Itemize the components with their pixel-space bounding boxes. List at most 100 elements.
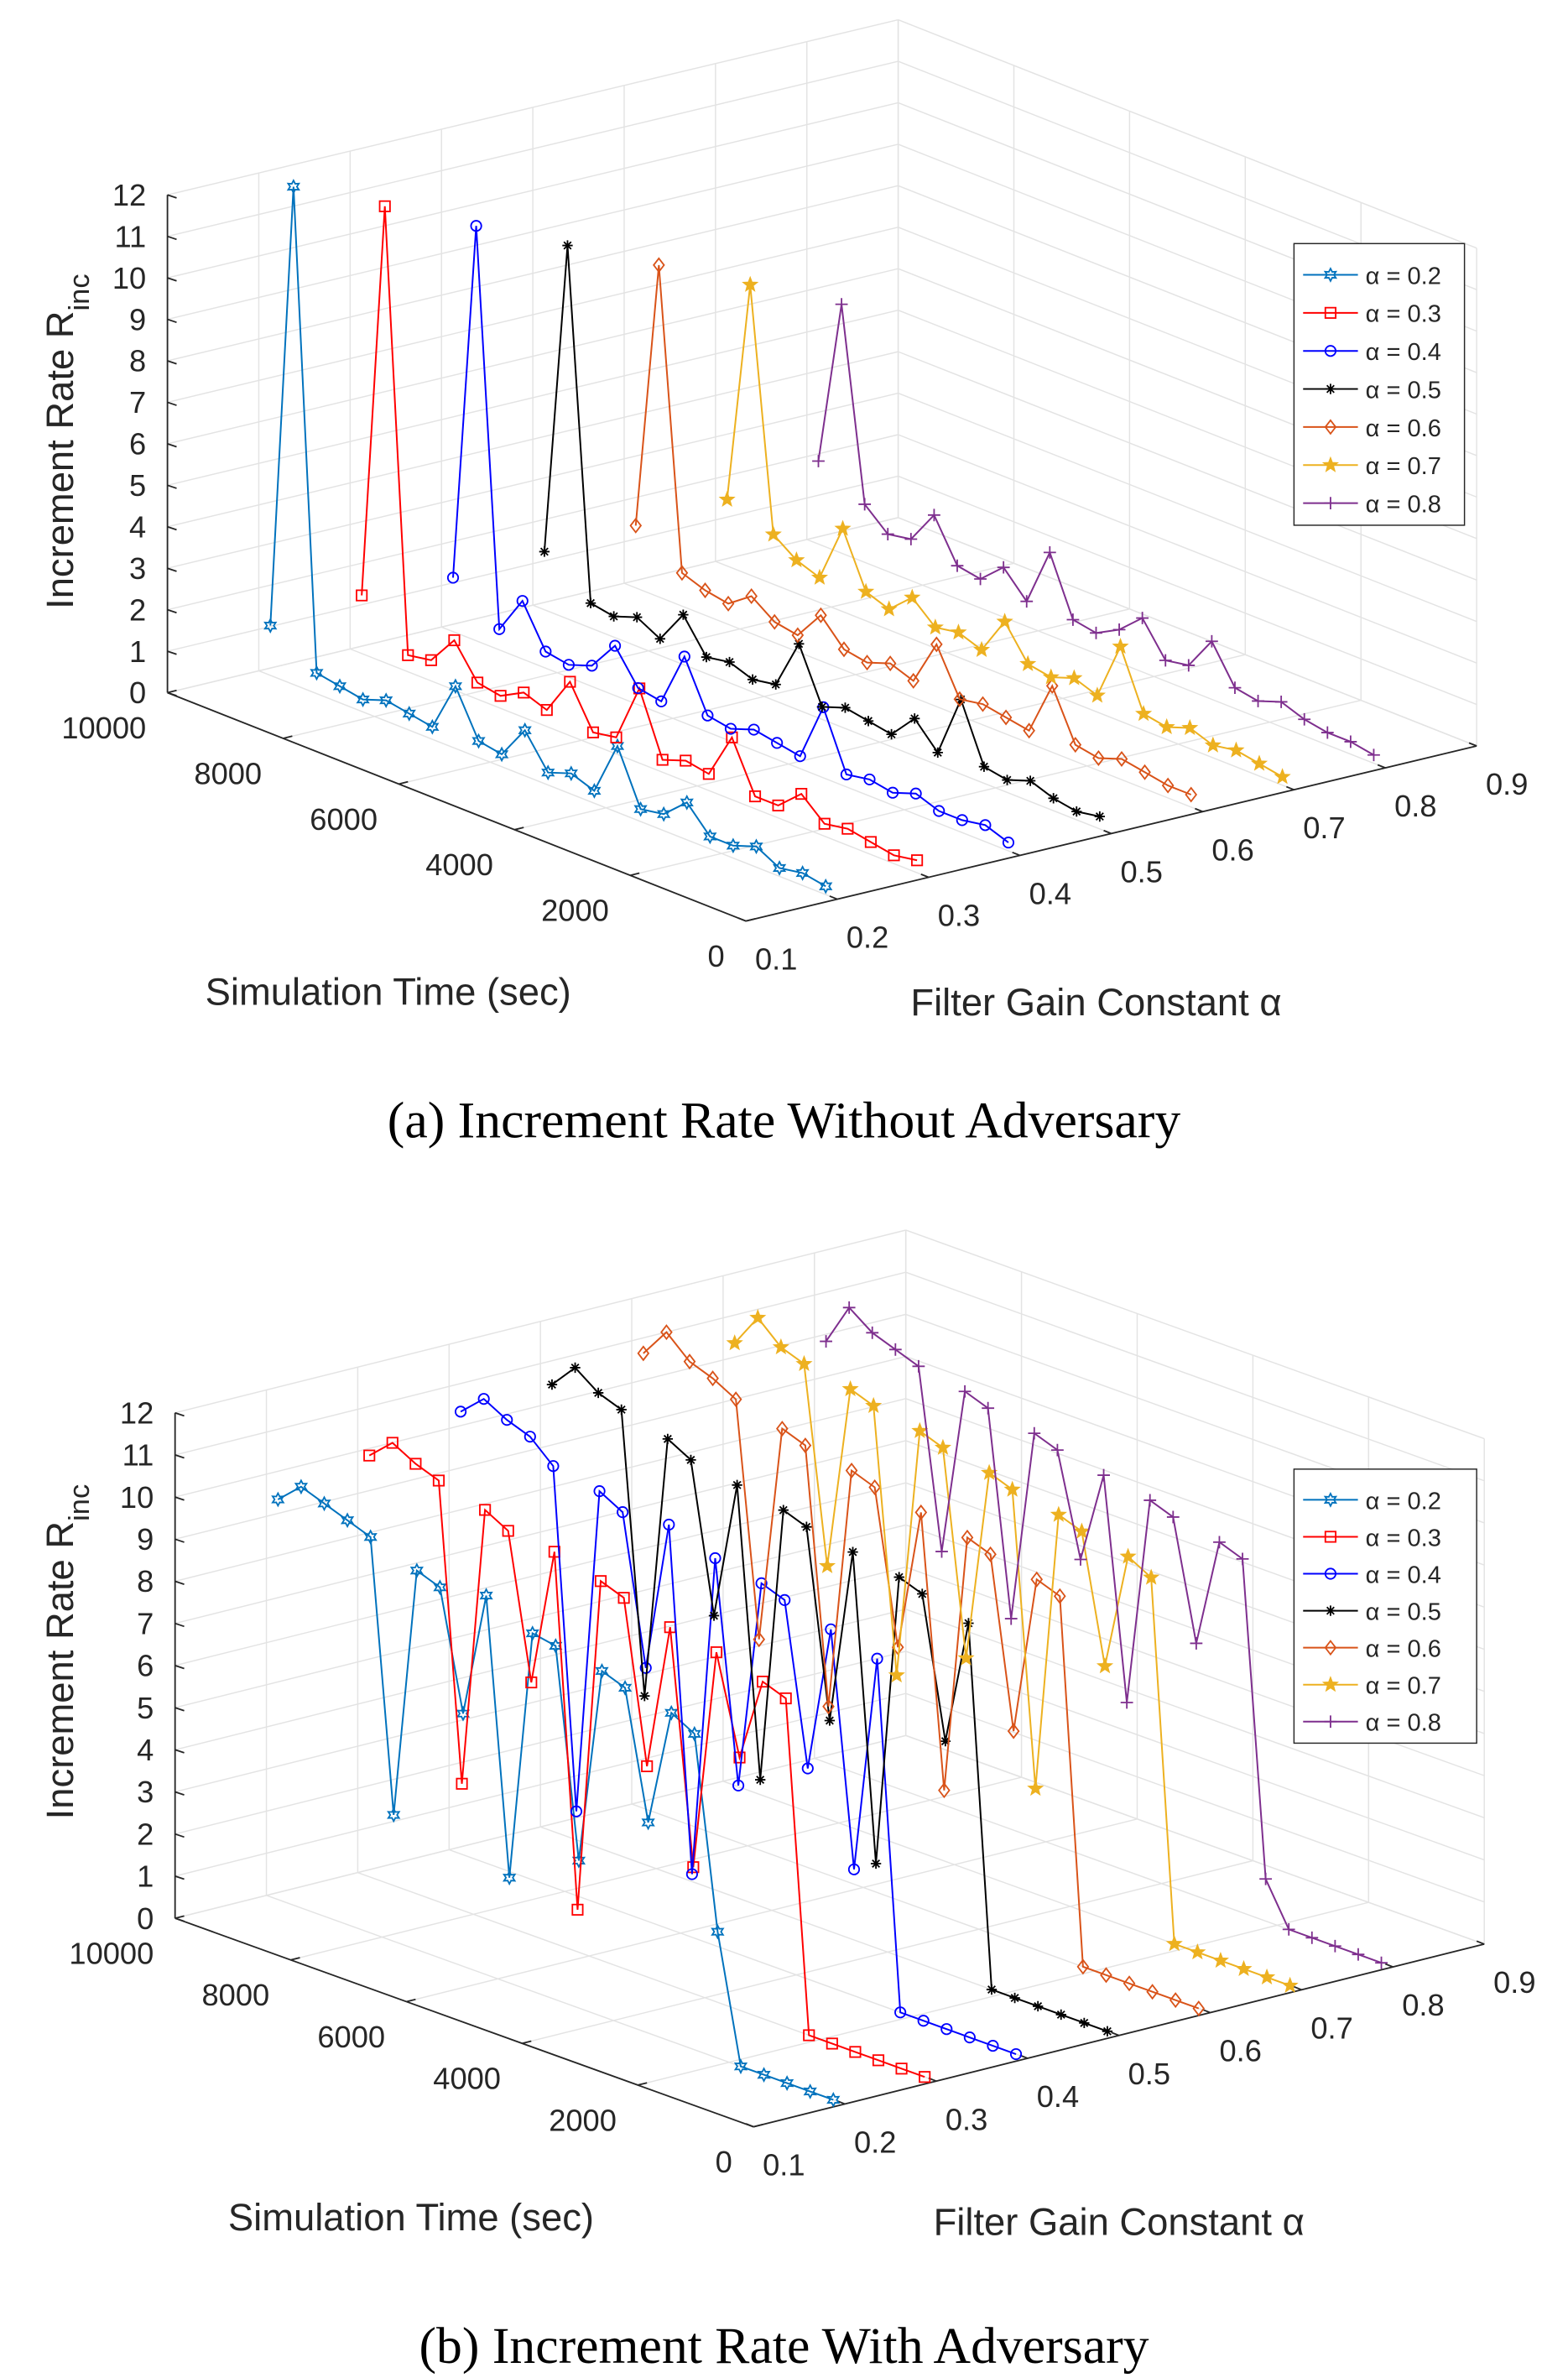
alpha-tick-label: 0.5 [1121,854,1163,889]
tick-mark [175,1749,185,1754]
tick-mark [290,1957,300,1961]
marker [1120,1696,1133,1709]
legend-label: α = 0.2 [1366,1488,1441,1515]
marker [791,627,805,644]
marker [914,1504,928,1520]
marker [540,704,553,717]
marker [982,1401,995,1415]
marker [433,1579,447,1596]
marker [771,737,784,749]
marker [895,2062,908,2075]
tick-mark [175,1917,185,1922]
grid-line [898,434,1477,664]
alpha-tick-label: 0.6 [1211,832,1253,867]
marker [1073,1522,1091,1539]
marker [880,600,898,617]
marker [1169,1992,1182,2009]
marker [639,1690,650,1702]
x-tick-label: 10000 [69,1937,154,1971]
marker [699,582,711,599]
marker [1258,1968,1276,1985]
data-line [368,1442,925,2078]
marker [907,672,920,689]
marker [951,559,964,572]
tick-mark [175,1915,185,1919]
marker [562,240,573,251]
alpha-tick-label: 0.3 [945,2102,987,2136]
marker [779,1593,791,1606]
marker [1050,1505,1067,1522]
marker [818,1557,836,1573]
marker [1252,695,1264,707]
grid-line [898,392,1477,623]
marker [753,1631,766,1648]
tick-mark [1285,785,1295,791]
marker [1009,2047,1023,2061]
grid-line [167,102,899,279]
marker [1204,736,1222,753]
marker [1079,2017,1090,2029]
marker [1298,712,1311,726]
tick-mark [1202,2009,1211,2014]
marker [494,690,507,702]
marker [664,1704,679,1721]
marker [593,1485,606,1498]
marker [909,713,920,724]
marker [1185,786,1198,803]
z-tick-label: 9 [129,302,146,336]
tick-mark [175,1580,185,1585]
marker [1143,1494,1157,1507]
marker [562,659,575,671]
marker [862,716,874,727]
marker [402,649,414,661]
tick-mark [283,735,293,739]
data-line [460,1397,1017,2055]
marker [585,597,596,608]
marker [824,1715,836,1726]
marker [479,1588,493,1604]
tick-mark [167,401,177,406]
marker [1324,306,1337,319]
marker [961,1529,974,1546]
marker [803,2083,817,2099]
marker [655,695,668,707]
z-tick-label: 1 [129,634,146,669]
grid-line [175,1355,906,1541]
x-axis-label: Simulation Time (sec) [228,2196,594,2239]
marker [772,860,787,876]
marker [749,1308,767,1326]
marker [1094,811,1106,822]
marker [1321,1676,1339,1692]
tick-mark [175,1791,185,1796]
marker [1143,1568,1160,1585]
z-tick-label: 10 [112,261,146,295]
grid-line [175,1229,906,1414]
alpha-axis-label: Filter Gain Constant α [934,2200,1305,2243]
grid-line [175,1440,906,1624]
marker [721,595,735,612]
marker [660,1324,673,1341]
marker [379,692,393,708]
grid-line [167,351,899,528]
tick-mark [522,2040,532,2045]
marker [979,819,992,832]
marker [724,722,737,735]
marker [448,634,461,647]
legend-label: α = 0.6 [1366,415,1441,442]
tick-mark [1012,851,1021,857]
marker [1065,669,1083,686]
marker [1323,1491,1338,1508]
x-tick-label: 8000 [194,756,262,790]
grid-line [905,1229,1485,1440]
marker [564,765,578,782]
data-line [817,304,1374,756]
marker [1135,705,1153,722]
marker [748,723,760,736]
legend-label: α = 0.2 [1366,263,1441,289]
marker [818,817,831,830]
marker [764,525,782,542]
marker [987,2039,999,2052]
marker [701,709,714,722]
data-line [452,226,1009,843]
marker [539,645,552,658]
